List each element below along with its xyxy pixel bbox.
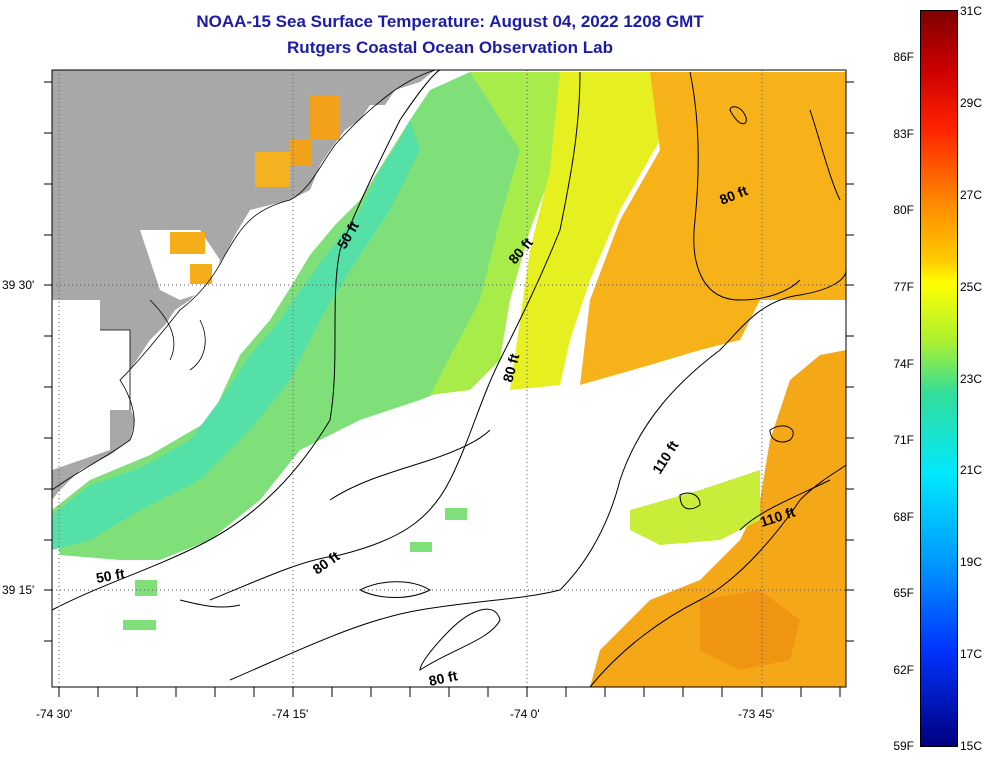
colorbar-c-27: 27C — [960, 188, 983, 202]
map-subtitle: Rutgers Coastal Ocean Observation Lab — [287, 38, 613, 57]
colorbar-f-68: 68F — [893, 510, 914, 524]
depth-contours — [52, 70, 846, 687]
lon-label-74-30: -74 30' — [36, 707, 73, 721]
lat-label-39-30: 39 30' — [2, 278, 35, 292]
sst-region-warm-2 — [590, 350, 846, 687]
colorbar-f-59: 59F — [893, 739, 914, 753]
lat-label-39-15: 39 15' — [2, 583, 35, 597]
sst-region-yellow — [510, 72, 700, 390]
colorbar-f-77: 77F — [893, 280, 914, 294]
sst-region-warm — [580, 72, 846, 385]
grid-lines — [52, 70, 846, 687]
colorbar-f-83: 83F — [893, 127, 914, 141]
colorbar-f-80: 80F — [893, 203, 914, 217]
colorbar-f-71: 71F — [893, 433, 914, 447]
colorbar-c-19: 19C — [960, 555, 983, 569]
axis-ticks — [44, 81, 854, 697]
colorbar-c-17: 17C — [960, 647, 983, 661]
colorbar-f-74: 74F — [893, 357, 914, 371]
colorbar-c-25: 25C — [960, 280, 983, 294]
lon-label-74-0: -74 0' — [510, 707, 540, 721]
contour-label-50ft-b: 50 ft — [95, 565, 126, 586]
colorbar-c-31: 31C — [960, 4, 983, 18]
colorbar-c-23: 23C — [960, 372, 983, 386]
contour-label-80ft-e: 80 ft — [427, 667, 459, 689]
colorbar-c-21: 21C — [960, 463, 983, 477]
land-mass — [52, 70, 435, 500]
colorbar-c-15: 15C — [960, 739, 983, 753]
colorbar-f-65: 65F — [893, 586, 914, 600]
sst-region-cool — [52, 72, 600, 560]
temperature-colorbar — [920, 10, 958, 747]
lon-label-74-15: -74 15' — [272, 707, 309, 721]
sst-region-cyan — [52, 120, 420, 550]
map-title: NOAA-15 Sea Surface Temperature: August … — [196, 12, 704, 31]
colorbar-c-29: 29C — [960, 96, 983, 110]
lon-label-73-45: -73 45' — [738, 707, 775, 721]
contour-label-80ft-c: 80 ft — [499, 352, 522, 384]
colorbar-f-62: 62F — [893, 663, 914, 677]
colorbar-f-86: 86F — [893, 50, 914, 64]
